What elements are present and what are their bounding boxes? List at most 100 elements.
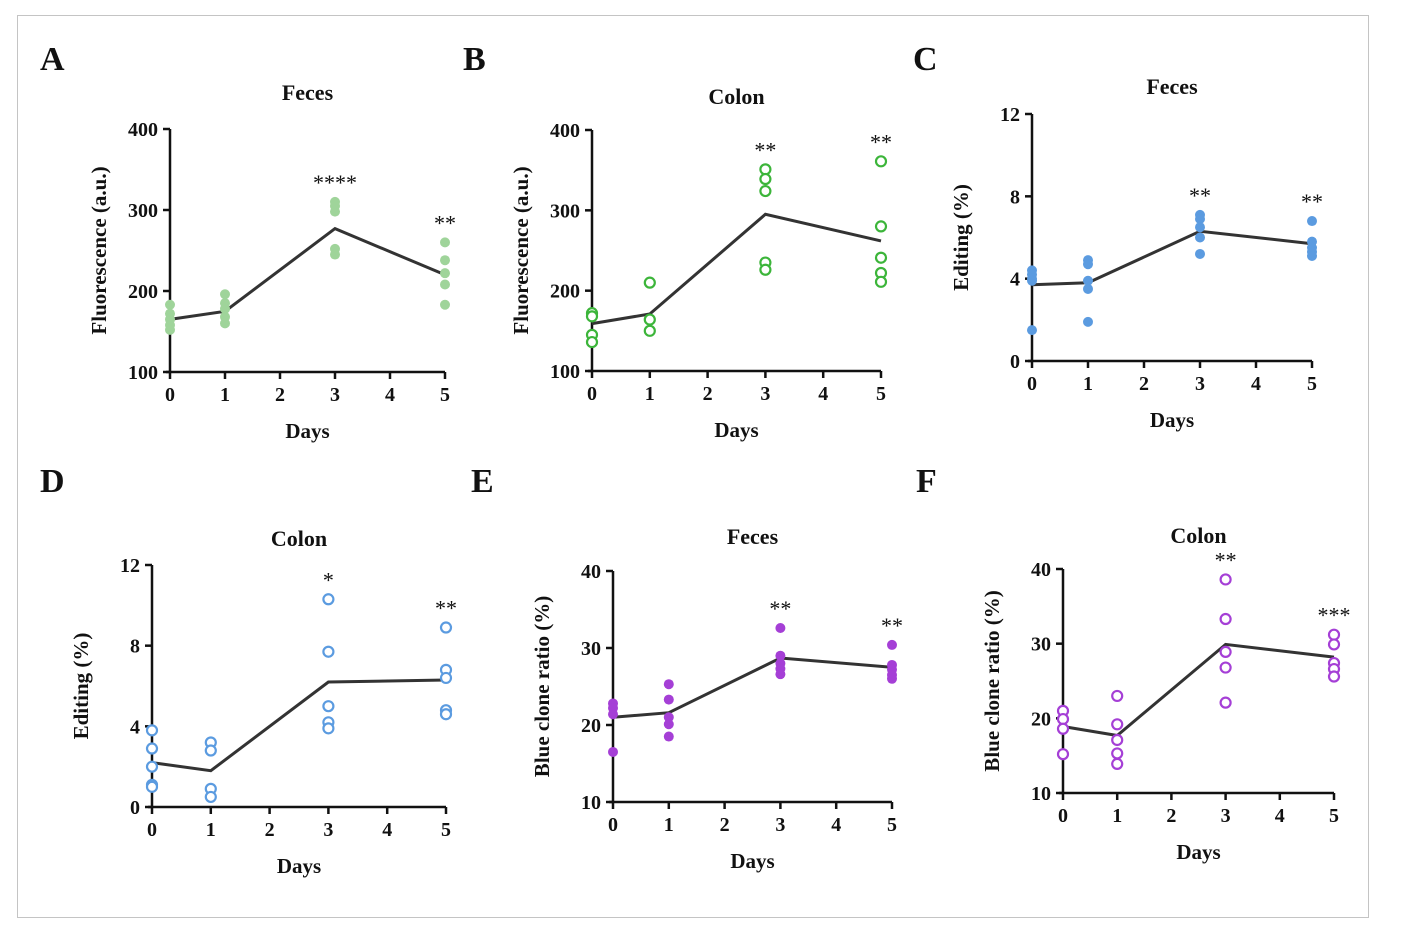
y-tick-label: 12: [120, 555, 140, 577]
data-point: [165, 324, 175, 335]
panel-title: Feces: [282, 80, 334, 105]
significance-label: ****: [313, 170, 357, 195]
data-point: [1083, 259, 1093, 270]
data-point: [643, 324, 656, 337]
data-point: [439, 708, 453, 721]
y-tick-label: 12: [1000, 104, 1020, 126]
data-point: [1195, 213, 1205, 224]
significance-label: **: [434, 210, 456, 235]
data-point: [585, 310, 599, 323]
x-tick-label: 4: [818, 383, 828, 405]
x-axis-label: Days: [285, 419, 329, 443]
mean-line: [169, 226, 446, 321]
data-point: [585, 335, 599, 349]
data-point: [1111, 718, 1124, 731]
y-tick-label: 30: [1031, 634, 1051, 656]
panel-letter: A: [40, 41, 65, 78]
y-tick-label: 100: [550, 361, 580, 383]
y-tick-label: 400: [128, 119, 158, 141]
x-tick-label: 3: [1195, 373, 1205, 395]
significance-label: **: [1215, 547, 1237, 572]
panel-title: Feces: [727, 524, 779, 549]
data-point: [440, 255, 450, 266]
data-point: [220, 318, 230, 329]
panel-title: Feces: [1146, 74, 1198, 99]
y-axis-label: Fluorescence (a.u.): [509, 166, 533, 334]
data-point: [1083, 275, 1093, 286]
significance-label: **: [870, 129, 892, 154]
data-point: [1111, 757, 1124, 770]
x-tick-label: 3: [775, 814, 785, 836]
panel-title: Colon: [708, 84, 764, 109]
x-tick-label: 4: [385, 384, 395, 406]
y-tick-label: 0: [130, 797, 140, 819]
y-tick-label: 200: [550, 281, 580, 303]
data-point: [1219, 696, 1232, 709]
data-point: [608, 709, 618, 720]
significance-label: **: [769, 596, 791, 621]
x-tick-label: 5: [876, 383, 886, 405]
data-point: [1219, 612, 1232, 626]
x-tick-label: 3: [1221, 805, 1231, 827]
x-tick-label: 4: [382, 819, 392, 841]
data-point: [1327, 638, 1341, 651]
significance-label: **: [754, 137, 776, 162]
data-point: [165, 299, 175, 310]
data-point: [775, 669, 786, 680]
y-tick-label: 300: [128, 200, 158, 222]
data-point: [775, 650, 786, 661]
y-tick-label: 0: [1010, 351, 1020, 373]
x-tick-label: 2: [703, 383, 713, 405]
data-point: [874, 155, 888, 168]
x-tick-label: 2: [265, 819, 275, 841]
mean-line: [612, 656, 893, 719]
data-point: [145, 724, 159, 737]
x-tick-label: 5: [441, 819, 451, 841]
data-point: [1056, 722, 1070, 735]
panel-letter: F: [916, 463, 937, 500]
data-point: [663, 731, 674, 742]
x-axis-label: Days: [277, 854, 321, 878]
x-tick-label: 0: [147, 819, 157, 841]
x-tick-label: 1: [206, 819, 216, 841]
x-axis-label: Days: [1150, 408, 1194, 432]
data-point: [663, 694, 674, 705]
data-point: [145, 742, 159, 755]
data-point: [663, 679, 674, 690]
y-axis-label: Editing (%): [69, 633, 93, 740]
x-tick-label: 4: [1251, 373, 1261, 395]
data-point: [1327, 670, 1341, 683]
y-tick-label: 300: [550, 200, 580, 222]
x-tick-label: 4: [1275, 805, 1285, 827]
data-point: [204, 744, 217, 757]
data-point: [1219, 573, 1232, 586]
data-point: [1111, 733, 1124, 747]
data-point: [887, 639, 897, 650]
x-axis-label: Days: [714, 418, 758, 442]
data-point: [1219, 661, 1232, 674]
data-point: [1195, 232, 1205, 243]
x-tick-label: 0: [1058, 805, 1068, 827]
x-axis-label: Days: [1176, 840, 1220, 864]
data-point: [440, 268, 450, 279]
data-point: [1083, 283, 1093, 294]
panel-letter: D: [40, 463, 65, 500]
y-axis-label: Editing (%): [949, 184, 973, 291]
data-point: [1307, 251, 1317, 262]
data-point: [440, 279, 450, 290]
data-point: [440, 299, 450, 310]
data-point: [220, 289, 230, 300]
x-tick-label: 1: [664, 814, 674, 836]
data-point: [1307, 216, 1317, 227]
data-point: [204, 790, 217, 804]
y-tick-label: 20: [581, 715, 601, 737]
data-point: [759, 263, 772, 276]
significance-label: **: [435, 596, 457, 621]
x-tick-label: 2: [275, 384, 285, 406]
significance-label: **: [881, 613, 903, 638]
data-point: [1219, 645, 1232, 658]
data-point: [1195, 248, 1205, 259]
figure-frame: [17, 15, 1369, 918]
